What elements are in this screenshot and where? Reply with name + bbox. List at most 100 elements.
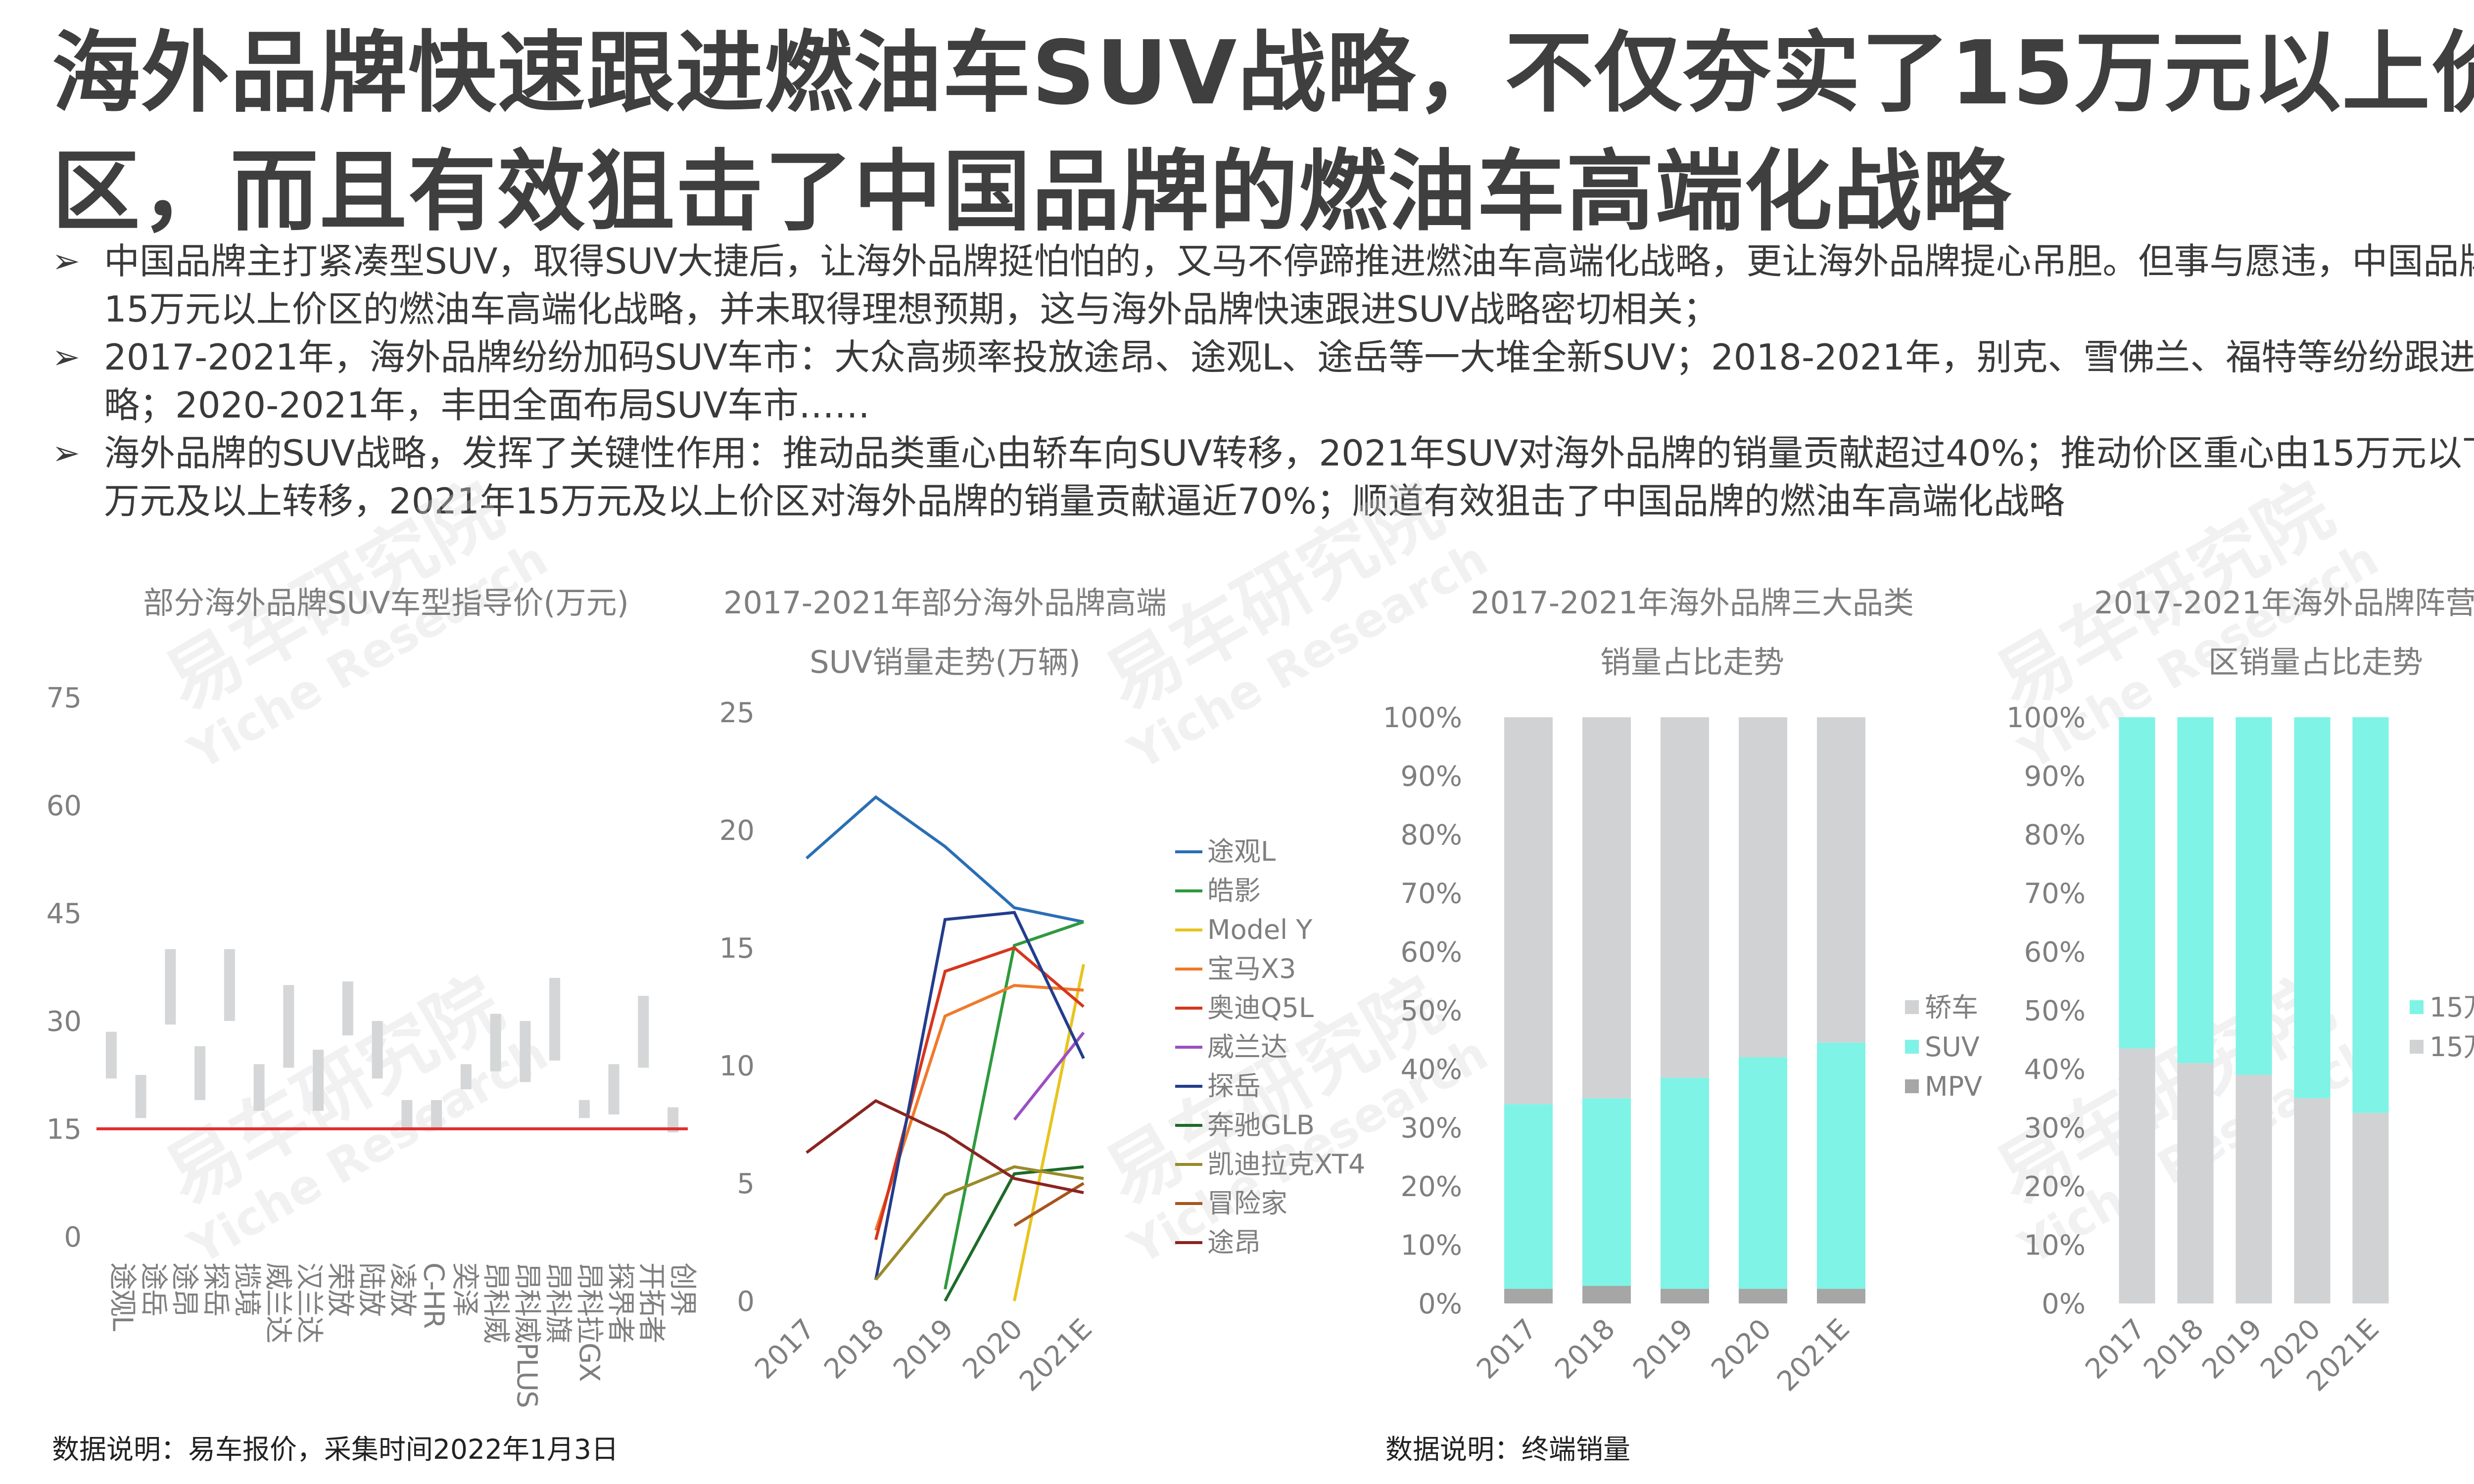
chart3-ytick-label: 60% bbox=[1401, 936, 1462, 969]
chart3-x-label: 2018 bbox=[1549, 1313, 1621, 1386]
chart1-x-label: 途观L bbox=[106, 1262, 138, 1331]
chart1-range-bar bbox=[578, 1100, 590, 1118]
chart4-bar-segment bbox=[2177, 717, 2214, 1064]
chart2-series-line bbox=[1013, 964, 1085, 1301]
chart4-bar-segment bbox=[2119, 717, 2155, 1049]
chart4-legend-swatch bbox=[2410, 1000, 2424, 1014]
chart1-x-label: 揽境 bbox=[231, 1262, 263, 1316]
chart1-ytick-label: 75 bbox=[47, 682, 82, 714]
chart4-title-line2: 区销量占比走势 bbox=[2208, 644, 2423, 680]
chart2-legend-label: 宝马X3 bbox=[1207, 953, 1296, 984]
chart1-x-label: 开拓者 bbox=[635, 1262, 667, 1343]
chart1-x-label: 昂科威 bbox=[479, 1262, 512, 1343]
data-note-left: 数据说明：易车报价，采集时间2022年1月3日 bbox=[52, 1434, 618, 1465]
chart2-legend-label: 皓影 bbox=[1207, 875, 1261, 906]
chart1-x-label: 昂科旗 bbox=[542, 1262, 574, 1343]
chart3-bar-segment bbox=[1504, 1289, 1553, 1303]
chart2-legend-label: Model Y bbox=[1207, 914, 1313, 945]
chart1-x-label: 汉兰达 bbox=[293, 1262, 325, 1343]
chart2-legend-label: 奔驰GLB bbox=[1207, 1110, 1315, 1141]
chart3-bar-segment bbox=[1661, 1077, 1709, 1289]
chart3-bar-segment bbox=[1739, 1289, 1787, 1303]
chart2-x-label: 2017 bbox=[749, 1313, 821, 1386]
chart3-legend-swatch bbox=[1905, 1040, 1919, 1054]
chart4-ytick-label: 30% bbox=[2024, 1113, 2086, 1145]
chart2-ytick-label: 20 bbox=[719, 815, 755, 847]
chart3-ytick-label: 100% bbox=[1383, 702, 1462, 734]
chart4-ytick-label: 50% bbox=[2024, 995, 2086, 1027]
chart2-legend-label: 奥迪Q5L bbox=[1207, 992, 1314, 1023]
chart2-legend-label: 探岳 bbox=[1207, 1070, 1261, 1102]
chart3-ytick-label: 90% bbox=[1401, 761, 1462, 793]
chart1-range-bar bbox=[105, 1031, 117, 1079]
chart2-ytick-label: 15 bbox=[719, 932, 755, 965]
chart1-range-bar bbox=[667, 1107, 679, 1133]
chart3-bar-segment bbox=[1817, 1289, 1865, 1303]
chart3-legend-label: SUV bbox=[1925, 1031, 1980, 1063]
chart3-legend-label: MPV bbox=[1925, 1071, 1982, 1102]
chart2-x-label: 2019 bbox=[887, 1313, 960, 1386]
data-note-right: 数据说明：终端销量 bbox=[1385, 1434, 1631, 1465]
chart3-ytick-label: 30% bbox=[1401, 1113, 1462, 1145]
chart1-x-label: 昂科拉GX bbox=[573, 1262, 605, 1381]
chart1-x-label: 威兰达 bbox=[262, 1262, 294, 1343]
chart4-title-line1: 2017-2021年海外品牌阵营各价 bbox=[2094, 585, 2474, 621]
chart2-series-line bbox=[874, 984, 1084, 1231]
chart4-bar-segment bbox=[2352, 1113, 2389, 1303]
chart2-series-line bbox=[874, 1165, 1084, 1281]
chart1-range-bar bbox=[165, 949, 176, 1025]
chart2-ytick-label: 10 bbox=[719, 1050, 755, 1082]
chart1-range-bar bbox=[194, 1046, 206, 1100]
chart1-range-bar bbox=[638, 996, 649, 1068]
chart1-ytick-label: 0 bbox=[64, 1221, 82, 1253]
chart3-bar-segment bbox=[1817, 1042, 1865, 1289]
page-title: 海外品牌快速跟进燃油车SUV战略，不仅夯实了15万元以上价区，而且有效狙击了中国… bbox=[52, 22, 2474, 243]
chart1-x-label: 途岳 bbox=[137, 1262, 169, 1316]
chart3-bar-segment bbox=[1739, 1057, 1787, 1289]
chart1-range-bar bbox=[431, 1100, 442, 1129]
chart1-range-bar bbox=[549, 977, 561, 1061]
chart1-ytick-label: 60 bbox=[47, 790, 82, 822]
chart4-ytick-label: 90% bbox=[2024, 761, 2086, 793]
chart3-bar-segment bbox=[1504, 717, 1553, 1105]
chart3-ytick-label: 10% bbox=[1401, 1230, 1462, 1262]
chart3-x-label: 2021E bbox=[1771, 1313, 1856, 1398]
bullet-item: ➢ 海外品牌的SUV战略，发挥了关键性作用：推动品类重心由轿车向SUV转移，202… bbox=[52, 429, 2474, 525]
chart3-bar-segment bbox=[1817, 717, 1865, 1043]
chart1-x-label: 探界者 bbox=[604, 1262, 636, 1343]
chart2-legend-label: 途昂 bbox=[1207, 1227, 1261, 1258]
chart2-ytick-label: 25 bbox=[719, 697, 755, 729]
chart3-x-label: 2020 bbox=[1705, 1313, 1778, 1386]
chart3-bar-segment bbox=[1739, 717, 1787, 1058]
chart1-x-label: 陆放 bbox=[355, 1262, 387, 1316]
chart4-ytick-label: 80% bbox=[2024, 819, 2086, 851]
chart1-range-bar bbox=[313, 1050, 324, 1111]
chart3-ytick-label: 40% bbox=[1401, 1054, 1462, 1086]
chart4-legend-swatch bbox=[2410, 1040, 2424, 1054]
chart1-x-label: C-HR bbox=[417, 1262, 449, 1328]
chart3-ytick-label: 0% bbox=[1418, 1288, 1462, 1320]
chart3-ytick-label: 50% bbox=[1401, 995, 1462, 1027]
chart4-legend-label: 15万元及以内 bbox=[2429, 1031, 2474, 1063]
chart1-x-label: 创界 bbox=[666, 1262, 699, 1316]
chart3-bar-segment bbox=[1504, 1104, 1553, 1289]
chart4-x-label: 2017 bbox=[2079, 1313, 2152, 1386]
chart3-bar-segment bbox=[1661, 1289, 1709, 1303]
arrow-bullet-icon: ➢ bbox=[52, 338, 80, 377]
chart3-ytick-label: 70% bbox=[1401, 878, 1462, 910]
chart4-bar-segment bbox=[2177, 1063, 2214, 1303]
chart2-ytick-label: 0 bbox=[737, 1286, 755, 1318]
chart3-legend-label: 轿车 bbox=[1925, 992, 1978, 1023]
chart2-ytick-label: 5 bbox=[737, 1168, 755, 1200]
chart1-range-bar bbox=[135, 1075, 146, 1118]
chart3-bar-segment bbox=[1582, 717, 1631, 1099]
chart1-title: 部分海外品牌SUV车型指导价(万元) bbox=[143, 585, 629, 621]
chart3-title-line2: 销量占比走势 bbox=[1600, 644, 1784, 680]
chart1-range-bar bbox=[608, 1064, 619, 1114]
chart1-range-bar bbox=[253, 1064, 265, 1111]
chart2-x-label: 2018 bbox=[818, 1313, 891, 1386]
chart1-range-bar bbox=[520, 1021, 531, 1082]
bullet-item: ➢ 2017-2021年，海外品牌纷纷加码SUV车市：大众高频率投放途昂、途观L、… bbox=[52, 333, 2474, 429]
chart1-x-label: 途昂 bbox=[168, 1262, 200, 1316]
